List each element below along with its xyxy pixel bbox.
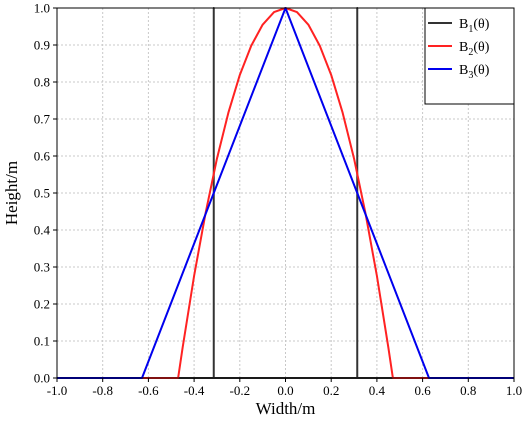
x-tick-label: 1.0 [506,383,522,398]
x-tick-label: -0.2 [230,383,251,398]
y-tick-label: 0.5 [34,186,50,201]
y-tick-label: 0.1 [34,334,50,349]
x-tick-label: -0.8 [92,383,113,398]
x-tick-label: 0.6 [414,383,431,398]
y-tick-label: 0.3 [34,260,50,275]
y-tick-label: 1.0 [34,1,50,16]
y-tick-labels: 0.0 0.1 0.2 0.3 0.4 0.5 0.6 0.7 0.8 0.9 1.0 [34,1,51,386]
y-tick-label: 0.7 [34,112,51,127]
legend-label-b3: B3(θ) [459,63,490,81]
x-tick-label: -1.0 [47,383,68,398]
x-tick-label: -0.4 [184,383,205,398]
x-tick-label: 0.2 [323,383,339,398]
x-tick-labels: -1.0 -0.8 -0.6 -0.4 -0.2 0.0 0.2 0.4 0.6 0.8 1.0 [47,383,522,398]
x-tick-label: 0.4 [369,383,386,398]
legend: B1(θ) B2(θ) B3(θ) [424,7,515,105]
axis-ticks [53,7,515,382]
y-tick-label: 0.8 [34,75,50,90]
y-axis-title: Height/m [2,161,21,225]
y-tick-label: 0.4 [34,223,51,238]
y-tick-label: 0.2 [34,297,50,312]
legend-label-b1: B1(θ) [459,17,490,35]
x-tick-label: 0.0 [277,383,293,398]
y-tick-label: 0.9 [34,38,50,53]
x-axis-title: Width/m [256,399,316,418]
x-tick-label: -0.6 [138,383,159,398]
x-tick-label: 0.8 [460,383,476,398]
y-tick-label: 0.0 [34,371,50,386]
legend-label-b2: B2(θ) [459,40,490,58]
y-tick-label: 0.6 [34,149,51,164]
grid-lines [57,8,514,378]
